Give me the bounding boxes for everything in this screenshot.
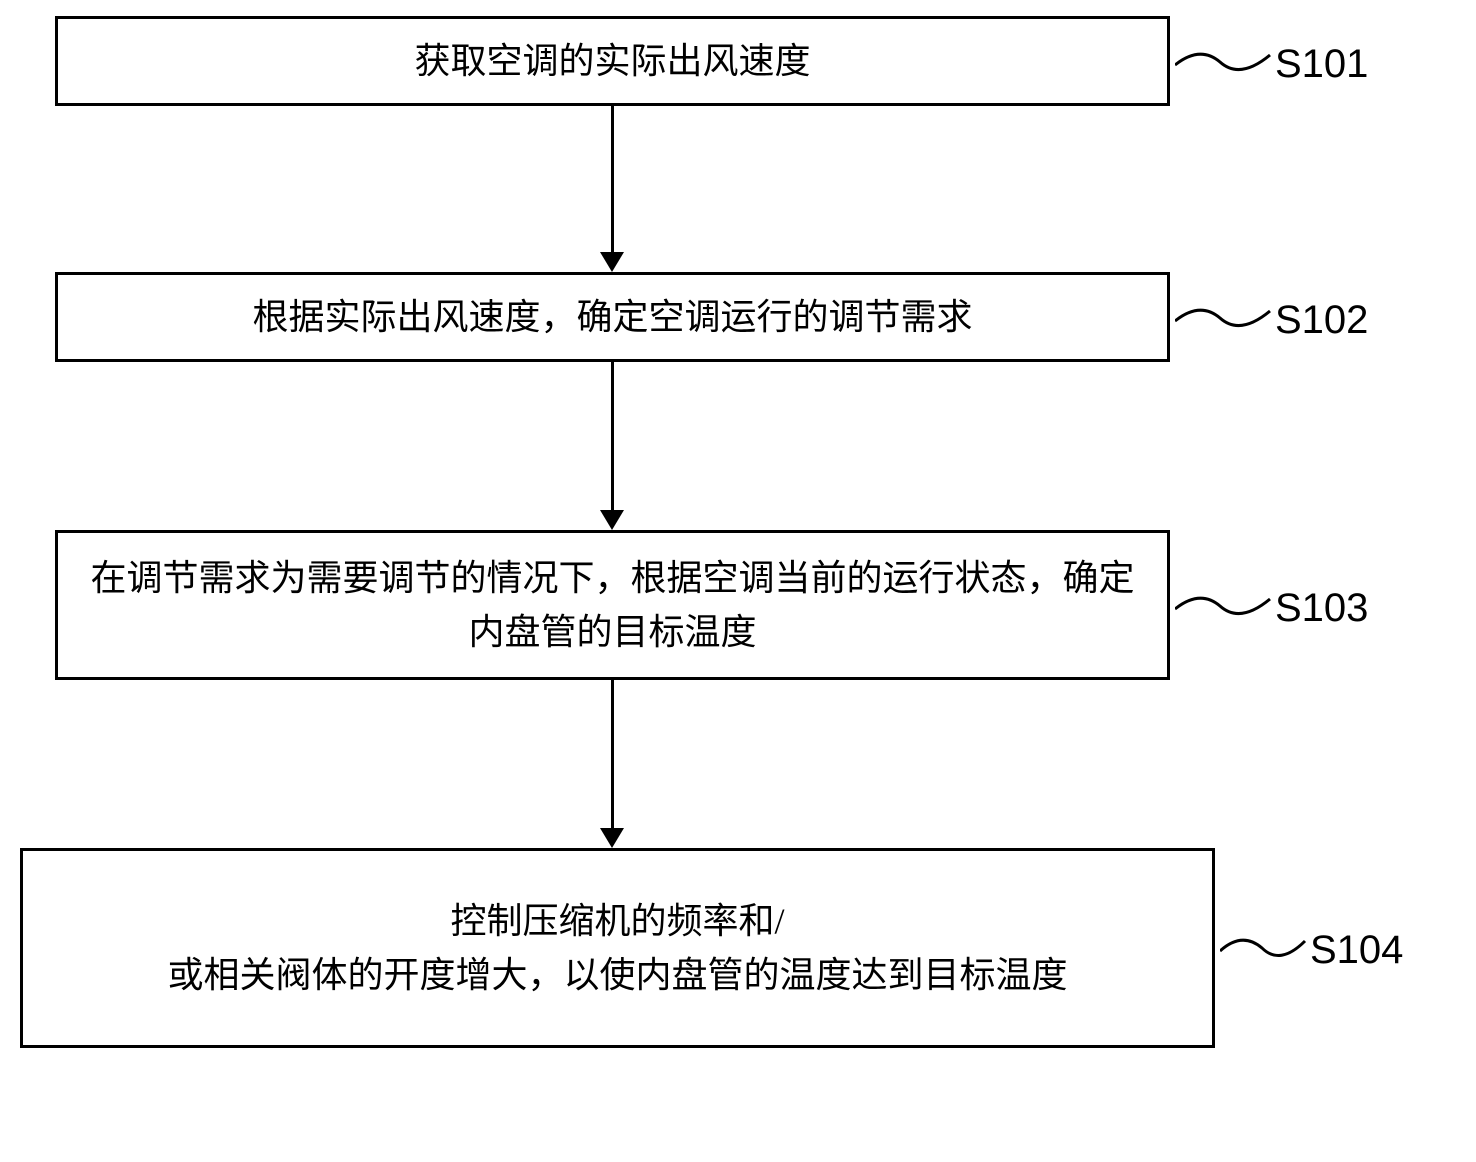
step-label-s104: S104 (1310, 928, 1403, 973)
connector-curve-s101 (1175, 40, 1275, 90)
step-box-s103: 在调节需求为需要调节的情况下，根据空调当前的运行状态，确定内盘管的目标温度 (55, 530, 1170, 680)
step-text: 在调节需求为需要调节的情况下，根据空调当前的运行状态，确定内盘管的目标温度 (82, 551, 1143, 659)
arrow-line-3 (611, 680, 614, 828)
arrow-line-1 (611, 106, 614, 252)
arrow-head-1 (600, 252, 624, 272)
connector-curve-s103 (1175, 584, 1275, 634)
step-text-line2: 或相关阀体的开度增大，以使内盘管的温度达到目标温度 (167, 948, 1067, 1002)
step-text-container: 控制压缩机的频率和/ 或相关阀体的开度增大，以使内盘管的温度达到目标温度 (167, 894, 1067, 1002)
arrow-head-3 (600, 828, 624, 848)
arrow-line-2 (611, 362, 614, 510)
step-label-s102: S102 (1275, 298, 1368, 343)
connector-curve-s102 (1175, 296, 1275, 346)
step-box-s102: 根据实际出风速度，确定空调运行的调节需求 (55, 272, 1170, 362)
arrow-head-2 (600, 510, 624, 530)
step-text-line1: 控制压缩机的频率和/ (167, 894, 1067, 948)
step-label-s103: S103 (1275, 586, 1368, 631)
step-box-s101: 获取空调的实际出风速度 (55, 16, 1170, 106)
connector-curve-s104 (1220, 926, 1310, 976)
step-label-s101: S101 (1275, 42, 1368, 87)
step-text: 获取空调的实际出风速度 (414, 34, 810, 88)
step-box-s104: 控制压缩机的频率和/ 或相关阀体的开度增大，以使内盘管的温度达到目标温度 (20, 848, 1215, 1048)
flowchart-container: 获取空调的实际出风速度 S101 根据实际出风速度，确定空调运行的调节需求 S1… (0, 0, 1476, 1162)
step-text: 根据实际出风速度，确定空调运行的调节需求 (252, 290, 972, 344)
